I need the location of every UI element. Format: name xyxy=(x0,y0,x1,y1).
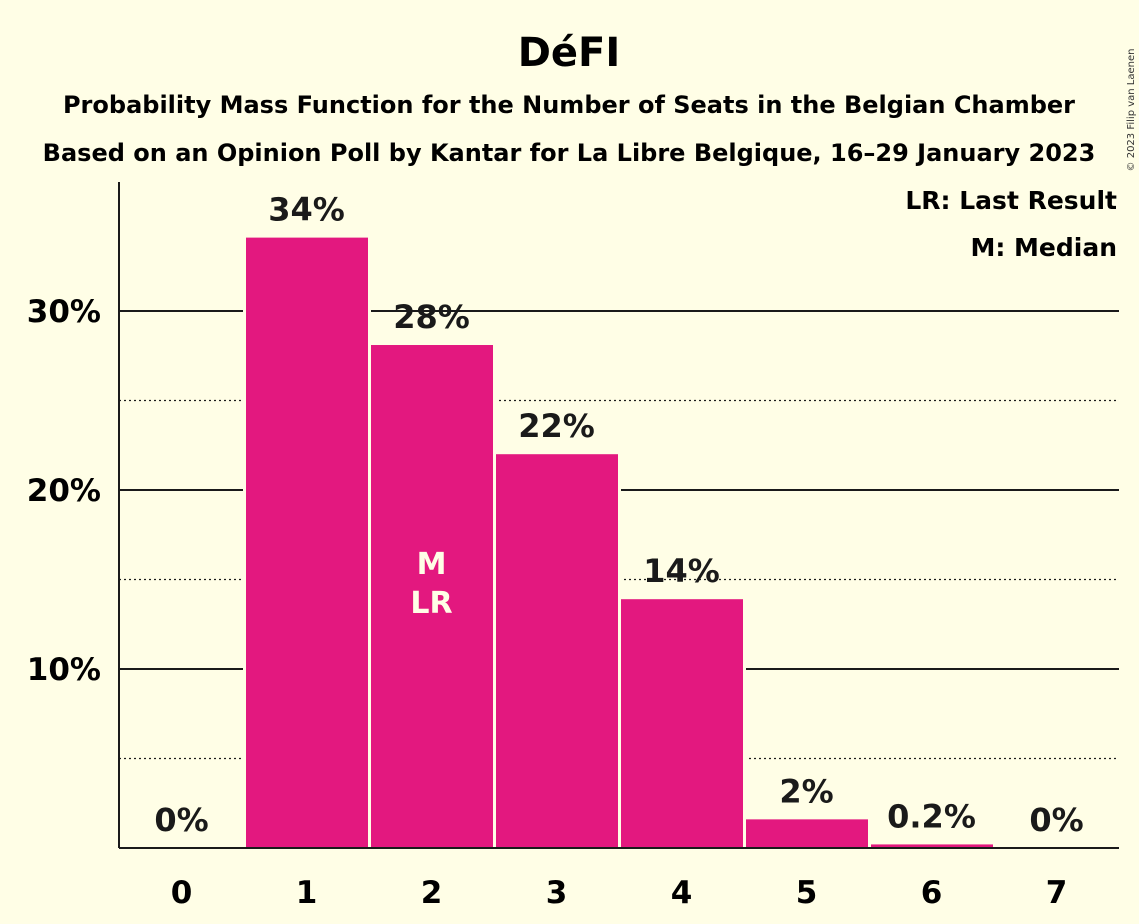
bar-value-label: 34% xyxy=(268,191,345,229)
chart-title: DéFI xyxy=(518,30,621,76)
bar xyxy=(871,844,993,848)
y-tick-label: 30% xyxy=(27,294,101,330)
bar-value-label: 22% xyxy=(518,407,595,445)
legend-last-result: LR: Last Result xyxy=(905,186,1117,215)
x-tick-label: 2 xyxy=(421,875,443,911)
bar-value-label: 28% xyxy=(393,298,470,336)
copyright-text: © 2023 Filip van Laenen xyxy=(1126,49,1137,172)
x-tick-label: 3 xyxy=(546,875,568,911)
bar xyxy=(371,345,493,848)
bar xyxy=(621,599,743,848)
median-marker: M xyxy=(417,547,447,582)
y-tick-label: 20% xyxy=(27,473,101,509)
bar-value-label: 14% xyxy=(643,552,720,590)
bar xyxy=(746,819,868,848)
bar-value-label: 0% xyxy=(154,801,208,839)
bar-value-label: 2% xyxy=(779,772,833,810)
last-result-marker: LR xyxy=(410,586,452,621)
bar-layer: 0% 34% 28% M LR 22% 14% 2% 0.2% 0% xyxy=(154,191,1084,849)
bar xyxy=(496,454,618,848)
x-tick-label: 4 xyxy=(671,875,693,911)
axis-layer: 10% 20% 30% 0 1 2 3 4 5 6 7 xyxy=(27,182,1119,911)
x-tick-label: 5 xyxy=(796,875,818,911)
chart-subtitle-1: Probability Mass Function for the Number… xyxy=(63,91,1075,119)
x-tick-label: 6 xyxy=(921,875,943,911)
legend-median: M: Median xyxy=(970,233,1117,262)
bar-value-label: 0% xyxy=(1029,801,1083,839)
bar-value-label: 0.2% xyxy=(887,797,976,835)
x-tick-label: 7 xyxy=(1046,875,1068,911)
x-tick-label: 0 xyxy=(171,875,193,911)
y-tick-label: 10% xyxy=(27,652,101,688)
x-tick-label: 1 xyxy=(296,875,318,911)
bar xyxy=(246,237,368,849)
chart-subtitle-2: Based on an Opinion Poll by Kantar for L… xyxy=(43,139,1096,167)
